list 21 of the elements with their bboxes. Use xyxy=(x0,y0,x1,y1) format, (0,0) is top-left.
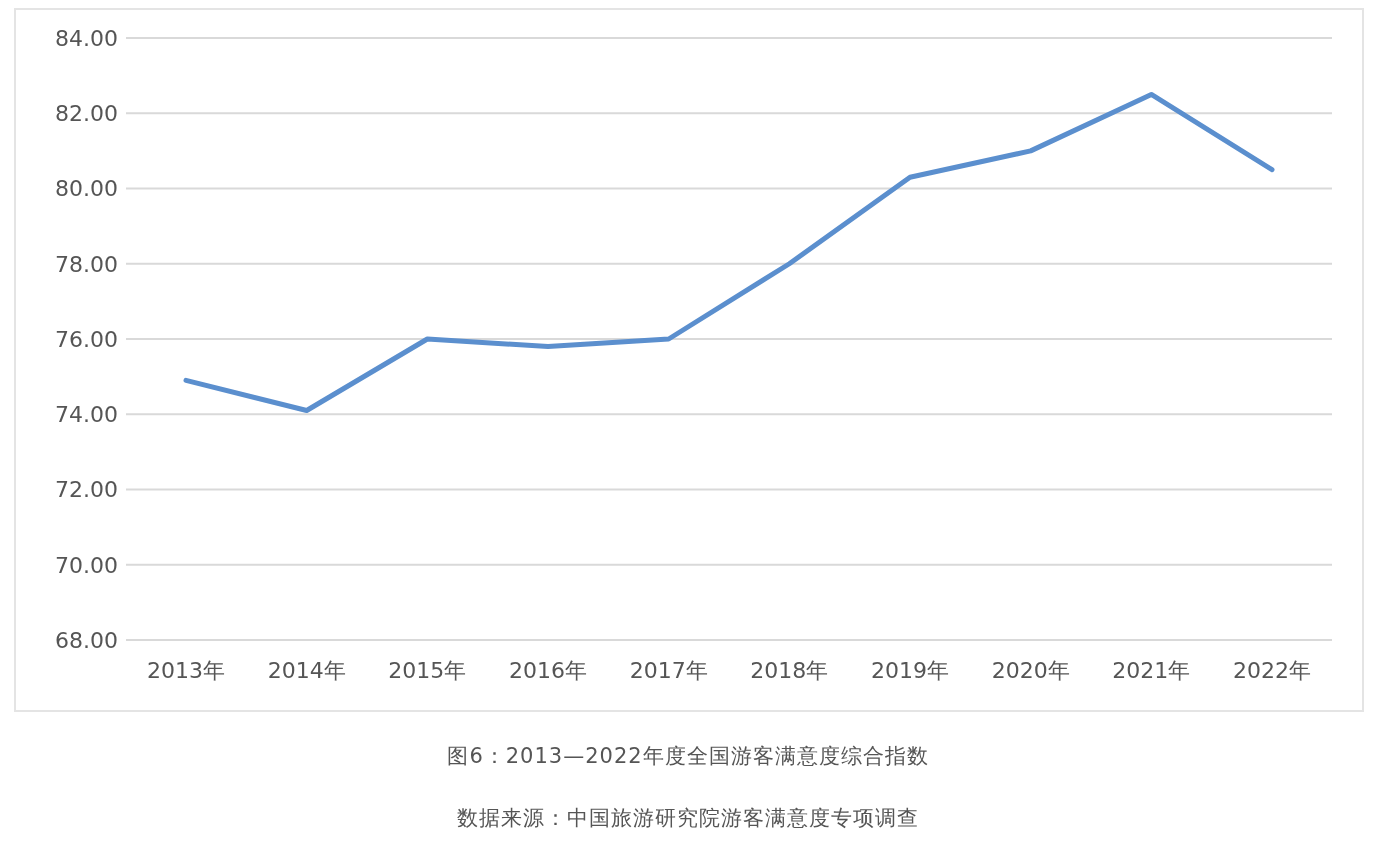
y-tick-label: 68.00 xyxy=(55,627,118,653)
y-tick-label: 82.00 xyxy=(55,101,118,127)
y-tick-label: 78.00 xyxy=(55,251,118,277)
y-tick-label: 70.00 xyxy=(55,552,118,578)
x-tick-label: 2022年 xyxy=(1233,657,1311,683)
y-tick-label: 74.00 xyxy=(55,402,118,428)
y-tick-label: 84.00 xyxy=(55,25,118,51)
y-tick-label: 80.00 xyxy=(55,176,118,202)
x-tick-label: 2021年 xyxy=(1112,657,1191,683)
y-tick-label: 76.00 xyxy=(55,326,118,352)
x-tick-label: 2019年 xyxy=(871,657,949,683)
y-tick-label: 72.00 xyxy=(55,477,118,503)
x-tick-label: 2016年 xyxy=(509,657,587,683)
x-tick-label: 2020年 xyxy=(991,657,1070,683)
x-tick-label: 2018年 xyxy=(750,657,829,683)
x-tick-label: 2014年 xyxy=(267,657,346,683)
text: 图6：2013—2022年度全国游客满意度综合指数 xyxy=(446,743,930,770)
x-tick-label: 2015年 xyxy=(388,657,467,683)
source-note: 数据来源：中国旅游研究院游客满意度专项调查 xyxy=(456,805,920,832)
x-tick-label: 2013年 xyxy=(147,657,225,683)
x-tick-label: 2017年 xyxy=(629,657,708,683)
